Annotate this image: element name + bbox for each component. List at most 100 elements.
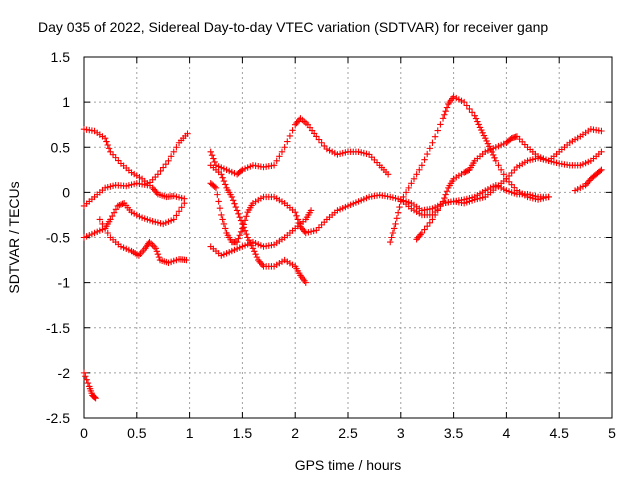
data-point	[396, 203, 403, 211]
data-point	[153, 189, 160, 196]
data-point	[273, 157, 280, 164]
x-tick-label: 4	[503, 425, 511, 441]
series-trace-d	[96, 216, 190, 266]
data-point	[442, 107, 449, 115]
data-point	[153, 248, 161, 255]
data-point	[410, 175, 418, 183]
data-point	[476, 124, 484, 131]
y-tick-label: -1	[58, 275, 71, 291]
y-tick-label: -1.5	[46, 320, 70, 336]
data-point	[155, 253, 163, 261]
data-point	[441, 111, 448, 118]
data-point	[235, 210, 242, 218]
data-point	[443, 104, 451, 111]
data-point	[178, 204, 185, 211]
data-point	[289, 127, 296, 134]
data-point	[491, 154, 498, 162]
data-point	[429, 216, 436, 223]
data-point	[84, 379, 92, 387]
data-point	[253, 253, 261, 261]
data-point	[471, 112, 478, 119]
data-point	[413, 171, 420, 178]
data-point	[439, 115, 447, 122]
data-point	[252, 250, 259, 258]
data-point	[500, 171, 507, 178]
data-point	[468, 109, 476, 116]
data-point	[478, 126, 485, 134]
data-point	[170, 216, 177, 223]
data-point	[443, 188, 451, 195]
data-point	[259, 261, 266, 269]
data-point	[480, 132, 488, 139]
data-point	[463, 102, 470, 109]
data-point	[497, 166, 505, 174]
data-point	[152, 245, 160, 252]
data-point	[222, 181, 229, 188]
series-trace-j	[387, 93, 552, 246]
data-point	[294, 216, 302, 223]
data-point	[429, 139, 436, 146]
data-point	[424, 150, 431, 158]
data-point	[394, 209, 402, 216]
data-point	[249, 245, 257, 252]
data-point	[545, 193, 552, 201]
data-point	[278, 148, 286, 155]
data-point	[416, 166, 423, 174]
data-point	[387, 238, 394, 246]
data-point	[384, 171, 392, 178]
data-point	[598, 127, 605, 135]
data-point	[231, 200, 238, 207]
data-point	[437, 202, 444, 210]
data-point	[405, 184, 412, 192]
data-point	[479, 129, 486, 137]
data-point	[408, 180, 415, 187]
data-point	[307, 207, 315, 214]
data-point	[293, 212, 300, 220]
series-trace-i	[207, 207, 315, 259]
data-point	[170, 148, 177, 155]
y-tick-label: -2	[58, 365, 71, 381]
data-point	[235, 235, 242, 242]
data-point	[99, 220, 106, 228]
data-point	[184, 130, 191, 137]
data-point	[475, 121, 482, 128]
x-tick-label: 3	[397, 425, 405, 441]
series-trace-f	[207, 115, 392, 178]
data-point	[216, 204, 224, 212]
data-point	[211, 183, 218, 190]
data-point	[442, 191, 449, 198]
chart-title: Day 035 of 2022, Sidereal Day-to-day VTE…	[38, 19, 548, 35]
data-point	[218, 211, 225, 219]
data-point	[105, 145, 113, 152]
data-point	[233, 238, 241, 246]
data-point	[112, 206, 120, 213]
data-point	[426, 219, 434, 227]
data-point	[301, 228, 308, 235]
data-point	[104, 141, 111, 149]
x-tick-label: 0.5	[127, 425, 147, 441]
data-point	[160, 164, 167, 171]
y-axis-label: SDTVAR / TECUs	[6, 181, 22, 293]
y-tick-label: 0.5	[51, 139, 71, 155]
data-point	[183, 256, 190, 264]
data-point	[208, 151, 216, 159]
data-point	[482, 135, 489, 142]
data-point	[472, 115, 480, 122]
data-point	[162, 160, 170, 168]
data-point	[219, 174, 226, 181]
data-point	[391, 225, 398, 232]
data-point	[237, 228, 245, 236]
data-point	[173, 144, 180, 151]
x-tick-label: 5	[608, 425, 616, 441]
data-point	[101, 225, 109, 232]
axis-ticks	[83, 56, 613, 419]
data-point	[441, 194, 448, 202]
x-tick-label: 4.5	[549, 425, 569, 441]
data-point	[80, 369, 88, 377]
data-point	[237, 167, 245, 175]
data-point	[211, 158, 218, 166]
y-tick-label: 1.5	[51, 49, 71, 65]
data-point	[598, 148, 605, 155]
data-point	[492, 157, 500, 164]
